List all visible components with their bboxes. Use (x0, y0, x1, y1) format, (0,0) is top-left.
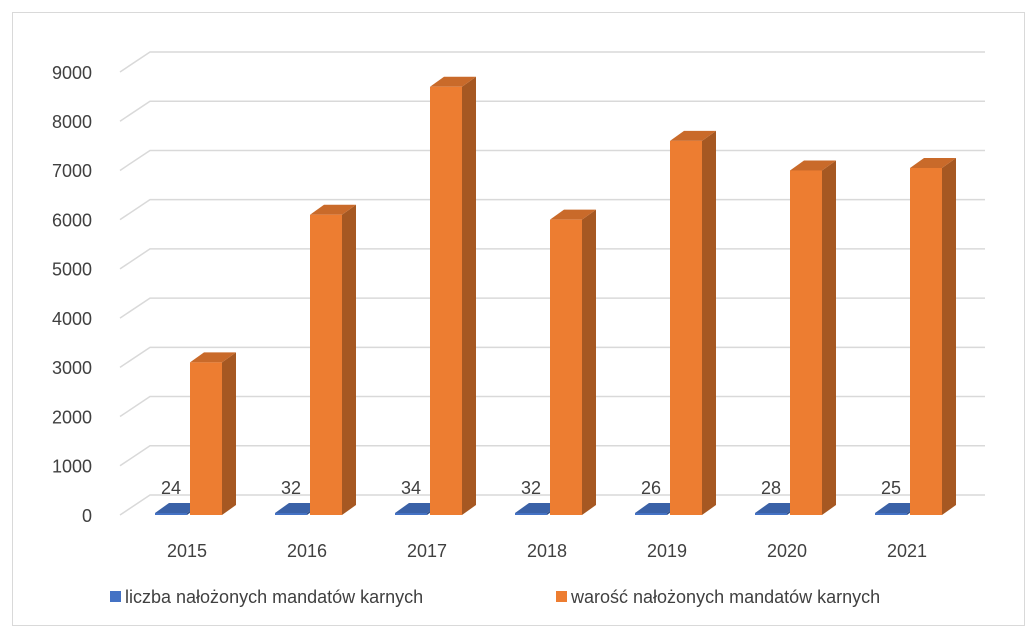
x-tick-label: 2015 (167, 541, 207, 561)
bar-top (430, 76, 476, 87)
bar-top (275, 503, 321, 513)
bar-side (222, 352, 236, 515)
data-label: 34 (401, 478, 421, 498)
y-tick-label: 7000 (52, 161, 92, 181)
legend-label: liczba nałożonych mandatów karnych (125, 587, 423, 607)
bar-top (790, 160, 836, 171)
bar (395, 513, 427, 515)
y-tick-label: 9000 (52, 63, 92, 83)
chart-border (12, 12, 1025, 626)
y-tick-label: 5000 (52, 260, 92, 280)
bar-top (310, 204, 356, 215)
bar-top (635, 503, 681, 513)
y-tick-label: 8000 (52, 112, 92, 132)
bar-top (515, 503, 561, 513)
y-tick-label: 1000 (52, 457, 92, 477)
y-tick-label: 6000 (52, 210, 92, 230)
bar (790, 170, 822, 515)
bar (875, 513, 907, 515)
bar-top (910, 157, 956, 168)
legend-label: warość nałożonych mandatów karnych (570, 587, 880, 607)
data-label: 25 (881, 478, 901, 498)
bar (550, 219, 582, 515)
x-tick-label: 2019 (647, 541, 687, 561)
x-tick-label: 2018 (527, 541, 567, 561)
x-tick-label: 2017 (407, 541, 447, 561)
x-tick-label: 2021 (887, 541, 927, 561)
bar-top (755, 503, 801, 513)
grid-line (119, 51, 985, 73)
bar-top (550, 209, 596, 220)
x-tick-label: 2020 (767, 541, 807, 561)
bar-top (670, 130, 716, 141)
data-label: 28 (761, 478, 781, 498)
bar-side (462, 76, 476, 516)
bar (310, 214, 342, 515)
grid-line (119, 198, 985, 221)
bar (190, 362, 222, 515)
bar-side (942, 157, 956, 515)
grid-line (119, 100, 985, 122)
legend-swatch (556, 591, 567, 602)
data-label: 24 (161, 478, 181, 498)
bar-top (875, 503, 921, 513)
bar (275, 513, 307, 515)
data-label: 32 (521, 478, 541, 498)
data-label: 32 (281, 478, 301, 498)
bar-side (342, 204, 356, 515)
bar-side (702, 130, 716, 515)
x-tick-label: 2016 (287, 541, 327, 561)
grid-line (119, 149, 985, 172)
bar (670, 140, 702, 515)
bar (515, 513, 547, 515)
bar (910, 167, 942, 515)
bar-top (155, 503, 201, 513)
bar-side (582, 209, 596, 515)
bar-top (190, 352, 236, 363)
legend-swatch (110, 591, 121, 602)
bar (755, 513, 787, 515)
y-tick-label: 3000 (52, 358, 92, 378)
y-tick-label: 2000 (52, 407, 92, 427)
y-tick-label: 0 (82, 506, 92, 526)
bar (430, 86, 462, 516)
bar (635, 513, 667, 515)
y-tick-label: 4000 (52, 309, 92, 329)
bar-side (822, 160, 836, 515)
bar-top (395, 503, 441, 513)
data-label: 26 (641, 478, 661, 498)
bar (155, 513, 187, 515)
